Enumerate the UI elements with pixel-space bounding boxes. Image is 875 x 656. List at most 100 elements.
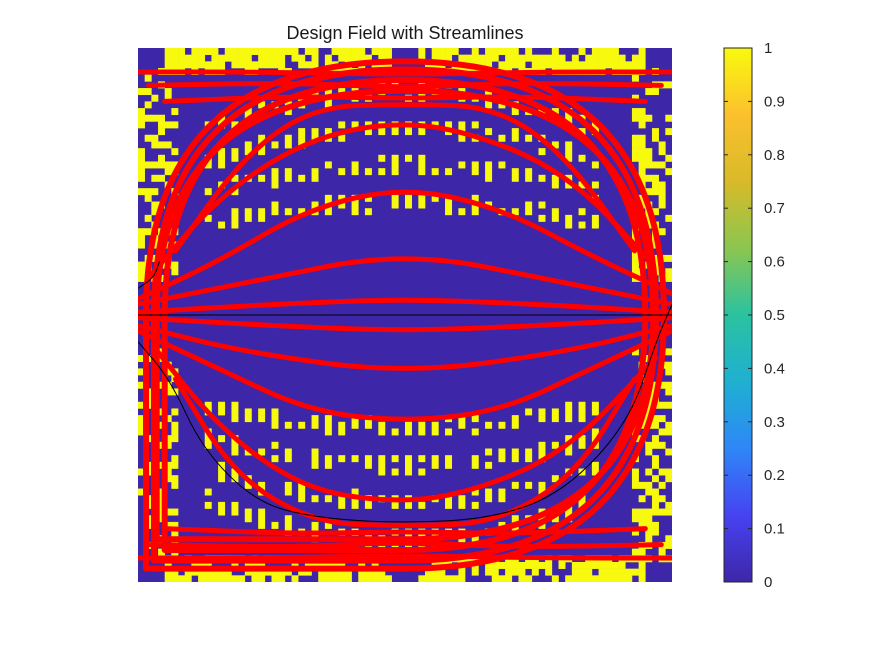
field-cell [471,455,479,463]
field-cell [565,214,573,222]
field-cell [204,214,212,222]
field-cell [378,54,386,62]
field-cell [638,108,646,116]
field-cell [445,428,453,436]
field-cell [138,188,145,196]
field-cell [618,575,626,582]
field-cell [378,128,386,136]
field-cell [631,481,639,489]
field-cell [565,221,573,229]
field-cell [591,61,599,69]
field-cell [158,174,165,182]
field-cell [591,48,599,55]
field-cell [651,508,659,516]
field-cell [291,561,299,569]
field-cell [518,575,526,582]
field-cell [538,448,546,456]
field-cell [238,54,246,62]
field-cell [391,161,399,169]
field-cell [551,108,559,116]
field-cell [551,181,559,189]
streamline-thin [138,303,672,523]
field-cell [598,48,606,55]
field-cell [665,368,672,376]
field-cell [665,535,672,543]
field-cell [164,388,172,396]
field-cell [591,54,599,62]
field-cell [665,268,672,276]
field-cell [171,268,179,276]
field-cell [498,421,506,429]
field-cell [284,134,292,142]
field-cell [378,461,386,469]
field-cell [158,161,165,169]
field-cell [338,121,346,129]
field-cell [638,174,646,182]
field-cell [298,488,306,496]
field-cell [151,134,159,142]
field-cell [551,54,559,62]
field-cell [164,575,172,582]
field-cell [204,48,212,55]
field-cell [438,48,446,55]
field-cell [525,54,533,62]
field-cell [578,415,586,423]
field-cell [231,174,239,182]
field-cell [298,61,306,69]
field-cell [298,568,306,576]
field-cell [565,415,573,423]
field-cell [658,148,666,156]
chart-title: Design Field with Streamlines [286,23,523,43]
field-cell [324,101,332,109]
field-cell [445,455,453,463]
field-cell [571,568,579,576]
field-cell [531,61,539,69]
field-cell [665,168,672,176]
field-cell [231,561,239,569]
field-cell [465,54,473,62]
field-cell [138,228,145,236]
field-cell [311,421,319,429]
field-cell [191,61,199,69]
field-cell [658,468,666,476]
field-cell [485,54,493,62]
field-cell [171,481,179,489]
field-cell [665,401,672,409]
field-cell [431,194,439,202]
field-cell [231,214,239,222]
field-cell [271,208,279,216]
field-cell [311,174,319,182]
field-cell [405,128,412,136]
field-cell [184,568,192,576]
field-cell [258,408,266,416]
field-cell [224,575,232,582]
field-cell [164,435,172,443]
field-cell [204,561,212,569]
field-cell [665,508,672,516]
field-cell [645,188,653,196]
colorbar-tick-label: 0.9 [764,93,785,110]
field-cell [631,141,639,149]
field-cell [284,174,292,182]
field-cell [638,194,646,202]
field-cell [344,48,352,55]
field-cell [278,568,286,576]
field-cell [538,54,546,62]
field-cell [638,515,646,523]
field-cell [364,501,372,509]
field-cell [665,428,672,436]
field-cell [658,428,666,436]
field-cell [645,528,653,536]
field-cell [631,468,639,476]
field-cell [525,208,533,216]
field-cell [518,561,526,569]
field-cell [258,448,266,456]
field-cell [258,561,266,569]
field-cell [631,154,639,162]
field-cell [458,568,466,576]
field-cell [425,568,432,576]
field-cell [631,548,639,556]
field-cell [204,61,212,69]
streamline-lower [138,323,672,371]
field-cell [618,54,626,62]
